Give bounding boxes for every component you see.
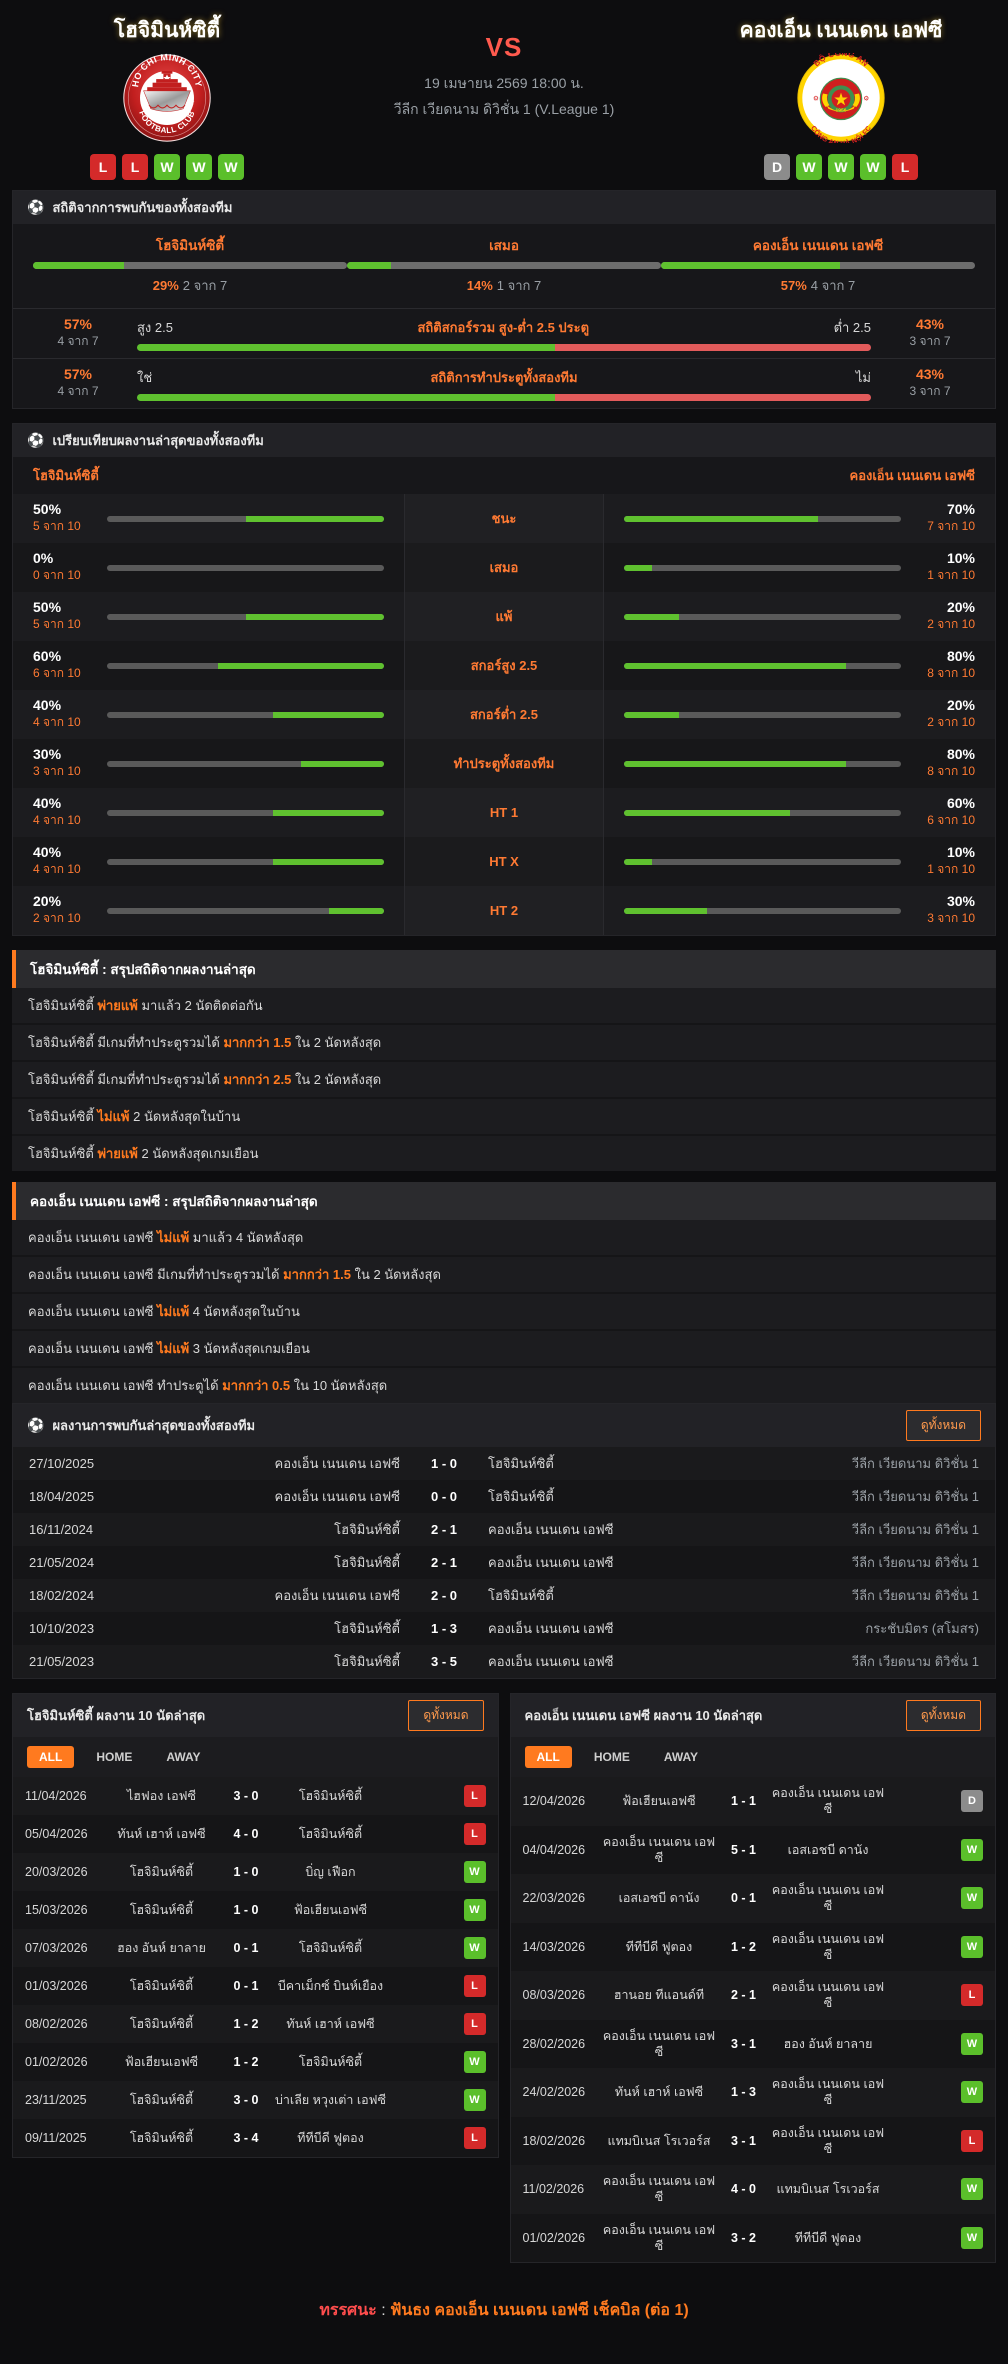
svg-text:⚙: ⚙ (863, 96, 869, 103)
svg-text:★: ★ (188, 98, 195, 107)
svg-text:1956: 1956 (836, 108, 847, 114)
svg-text:⚙: ⚙ (813, 96, 819, 103)
